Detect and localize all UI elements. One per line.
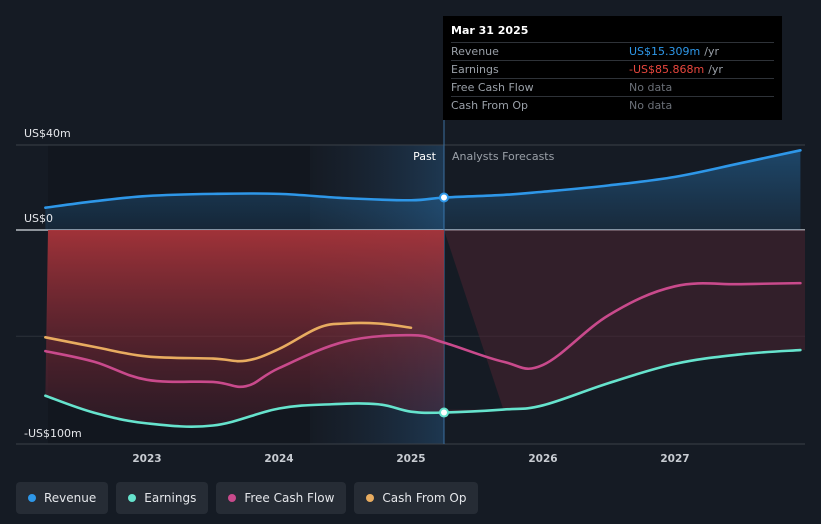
cash-from-op-line	[44, 321, 413, 363]
revenue-marker	[439, 192, 449, 203]
past-label: Past	[413, 150, 437, 163]
x-tick-label: 2024	[264, 453, 293, 465]
tooltip-row-label: Free Cash Flow	[451, 81, 534, 94]
tooltip-row-label: Earnings	[451, 63, 499, 76]
tooltip-row-unit: /yr	[708, 63, 723, 76]
forecast-label: Analysts Forecasts	[452, 150, 555, 163]
past-loss-area	[45, 230, 504, 427]
legend-item-earnings[interactable]: Earnings	[116, 482, 209, 514]
legend-dot-icon	[228, 494, 237, 502]
revenue-line	[44, 149, 802, 209]
legend-label: Revenue	[44, 491, 97, 505]
forecast-loss-area	[444, 230, 805, 410]
tooltip-row-value: US$15.309m	[629, 45, 701, 58]
y-axis-label: US$0	[24, 212, 53, 225]
legend-dot-icon	[366, 494, 375, 502]
x-tick-label: 2026	[528, 453, 557, 465]
legend-label: Cash From Op	[382, 491, 467, 505]
legend: Revenue Earnings Free Cash Flow Cash From O…	[16, 482, 479, 514]
tooltip-row: Revenue US$15.309m/yr	[451, 42, 774, 60]
x-tick-label: 2023	[132, 453, 161, 465]
tooltip: Mar 31 2025 Revenue US$15.309m/yr Earnings…	[443, 16, 782, 120]
tooltip-row-label: Revenue	[451, 45, 499, 58]
tooltip-row-value: No data	[629, 81, 673, 94]
tooltip-row-unit: /yr	[704, 45, 719, 58]
x-tick-label: 2027	[660, 453, 689, 465]
legend-label: Earnings	[144, 491, 197, 505]
tooltip-row-value: No data	[629, 99, 673, 112]
legend-item-free-cash-flow[interactable]: Free Cash Flow	[216, 482, 347, 514]
y-axis-label: US$40m	[24, 127, 71, 140]
tooltip-row: Cash From Op No data	[451, 96, 774, 114]
tooltip-row: Free Cash Flow No data	[451, 78, 774, 96]
revenue-area	[45, 150, 801, 230]
y-axis-label: -US$100m	[24, 427, 82, 440]
legend-dot-icon	[128, 494, 137, 502]
legend-item-revenue[interactable]: Revenue	[16, 482, 109, 514]
tooltip-row: Earnings -US$85.868m/yr	[451, 60, 774, 78]
earnings-line	[44, 348, 802, 428]
legend-label: Free Cash Flow	[244, 491, 335, 505]
free-cash-flow-line	[44, 281, 802, 389]
tooltip-row-value: -US$85.868m	[629, 63, 705, 76]
legend-item-cash-from-op[interactable]: Cash From Op	[354, 482, 479, 514]
tooltip-date: Mar 31 2025	[451, 24, 529, 37]
tooltip-row-label: Cash From Op	[451, 99, 529, 112]
financial-chart: US$40m US$0 -US$100m 2023 2024 2025 2026 2027 Pa…	[16, 95, 805, 465]
earnings-marker	[439, 407, 449, 418]
legend-dot-icon	[28, 494, 36, 502]
x-tick-label: 2025	[396, 453, 425, 465]
